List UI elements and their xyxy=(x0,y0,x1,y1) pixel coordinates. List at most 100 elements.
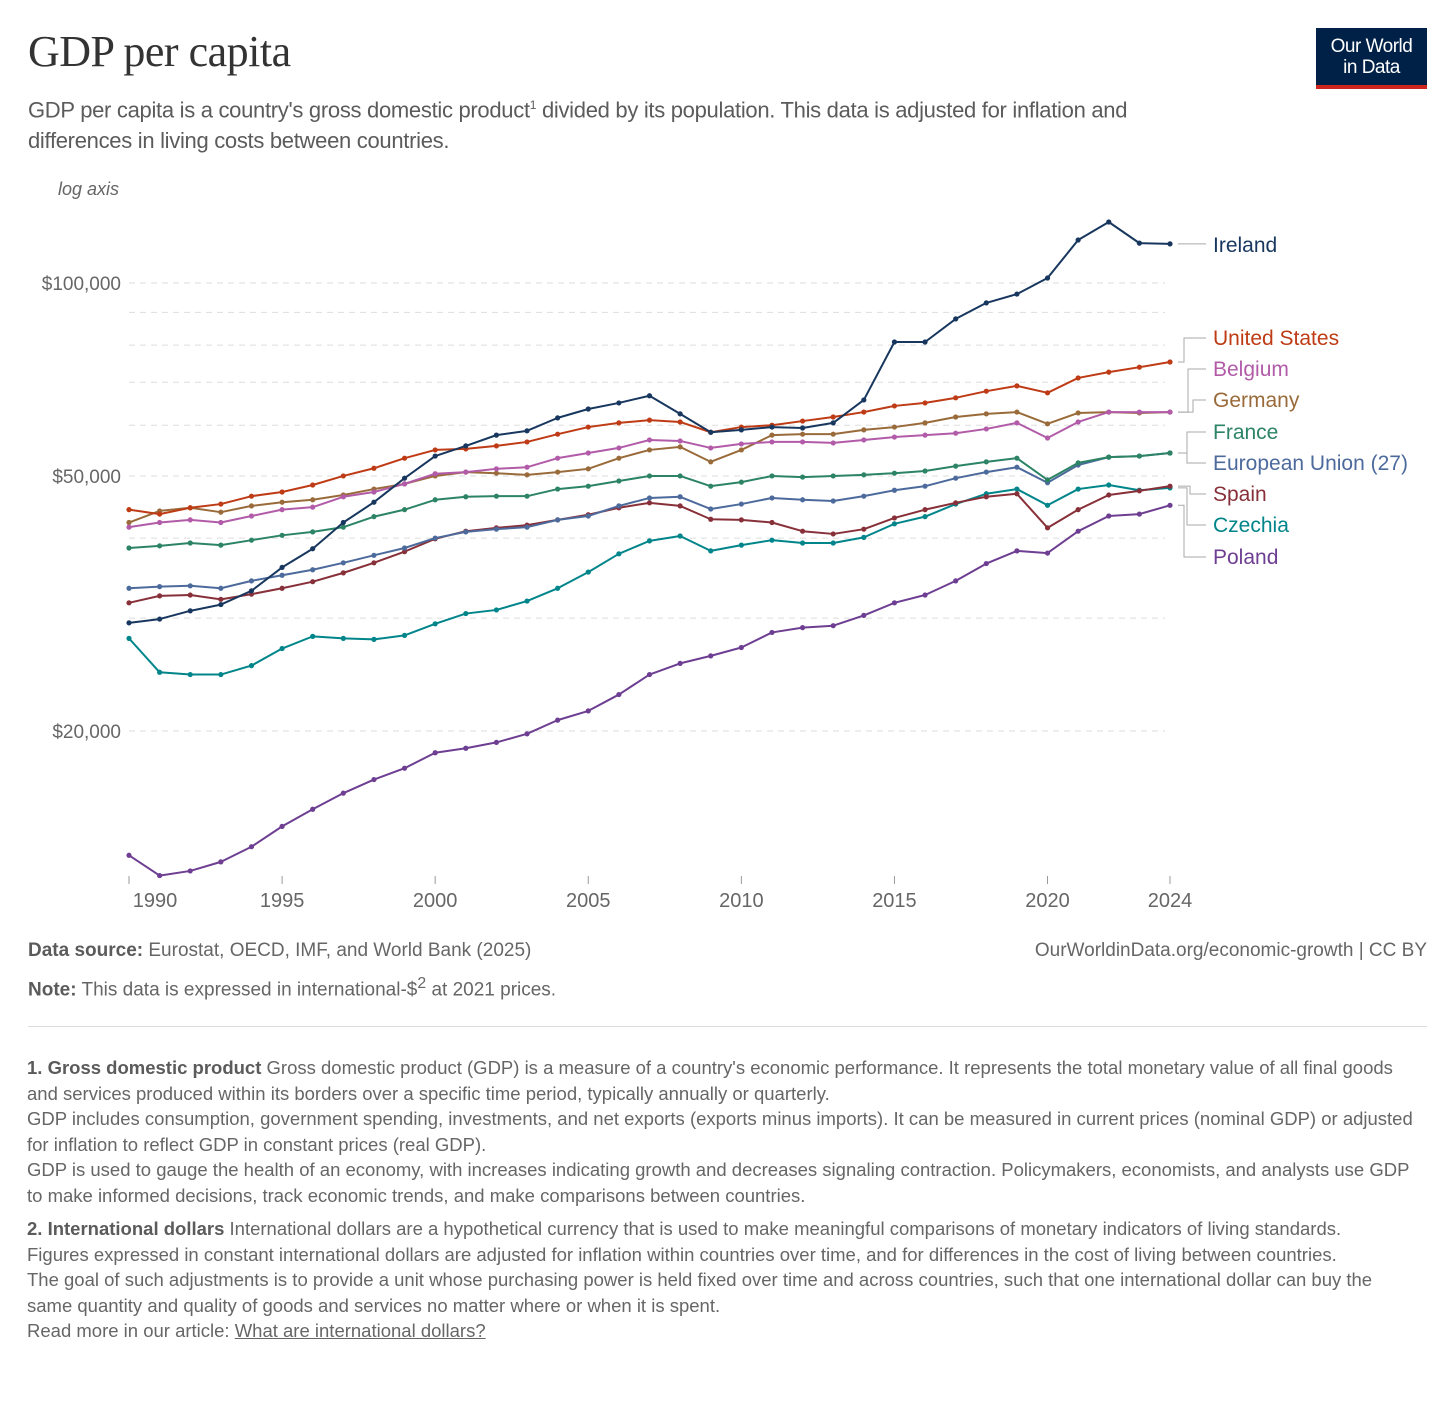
data-point xyxy=(953,463,959,469)
data-point xyxy=(218,542,224,548)
series-label[interactable]: Ireland xyxy=(1213,234,1277,257)
data-point xyxy=(555,415,561,421)
data-point xyxy=(555,585,561,591)
data-point xyxy=(830,440,836,446)
data-point xyxy=(248,578,255,584)
data-point xyxy=(279,489,285,495)
data-point xyxy=(861,526,867,532)
data-point xyxy=(677,533,683,539)
label-connector xyxy=(1178,504,1206,558)
data-point xyxy=(1106,482,1112,488)
owid-logo[interactable]: Our World in Data xyxy=(1316,28,1427,89)
data-point xyxy=(401,481,408,487)
data-point xyxy=(401,765,408,771)
data-point xyxy=(432,497,438,503)
footnote-ref-2[interactable]: 2 xyxy=(417,975,427,992)
data-point xyxy=(187,583,193,589)
series-label[interactable]: Belgium xyxy=(1213,358,1289,381)
license-link[interactable]: OurWorldinData.org/economic-growth | CC … xyxy=(1034,940,1427,961)
data-point xyxy=(126,585,132,591)
data-point xyxy=(1075,528,1081,534)
series-label[interactable]: Germany xyxy=(1213,389,1300,412)
data-point xyxy=(555,717,561,723)
article-link[interactable]: What are international dollars? xyxy=(234,1320,486,1341)
series-ireland xyxy=(126,219,1173,626)
data-point xyxy=(585,424,591,430)
data-point xyxy=(1075,419,1081,425)
data-point xyxy=(279,499,285,505)
data-point xyxy=(371,560,377,566)
data-point xyxy=(432,447,438,453)
data-point xyxy=(1167,241,1173,247)
data-point xyxy=(983,494,989,500)
data-point xyxy=(922,339,928,345)
data-point xyxy=(922,420,928,426)
data-point xyxy=(401,455,408,461)
data-point xyxy=(1167,502,1173,508)
data-point xyxy=(799,431,806,437)
data-point xyxy=(677,494,683,500)
data-point xyxy=(708,506,714,512)
data-point xyxy=(279,532,285,538)
data-point xyxy=(371,552,377,558)
data-point xyxy=(1075,375,1081,381)
data-point xyxy=(524,464,530,470)
data-point xyxy=(218,501,224,507)
data-point xyxy=(922,507,928,513)
data-point xyxy=(616,691,622,698)
series-label[interactable]: Czechia xyxy=(1213,514,1289,537)
data-point xyxy=(830,531,836,537)
data-point xyxy=(524,493,530,499)
data-point xyxy=(1106,409,1112,415)
data-point xyxy=(1167,483,1173,489)
data-point xyxy=(891,424,898,430)
footnote-heading: 2. International dollars xyxy=(27,1218,225,1239)
label-connector xyxy=(1178,487,1206,526)
note: Note: This data is expressed in internat… xyxy=(28,975,556,1001)
data-point xyxy=(891,600,898,606)
source-label: Data source: xyxy=(28,940,144,961)
data-point xyxy=(891,470,898,476)
data-point xyxy=(493,466,500,472)
series-label[interactable]: Poland xyxy=(1213,546,1278,569)
data-point xyxy=(861,472,867,478)
data-point xyxy=(310,806,316,812)
data-point xyxy=(861,427,867,433)
data-point xyxy=(1106,369,1112,375)
data-point xyxy=(830,498,836,504)
x-tick-label: 2024 xyxy=(1148,890,1193,912)
label-connector xyxy=(1178,399,1206,413)
data-point xyxy=(340,635,346,641)
data-point xyxy=(187,505,193,511)
data-point xyxy=(555,517,561,523)
data-point xyxy=(248,662,255,669)
data-point xyxy=(279,564,285,571)
data-point xyxy=(310,504,316,510)
label-connector xyxy=(1178,368,1206,413)
data-point xyxy=(463,529,469,535)
series-label[interactable]: United States xyxy=(1213,327,1339,350)
data-point xyxy=(218,671,224,678)
data-point xyxy=(371,636,377,642)
series-label[interactable]: European Union (27) xyxy=(1213,452,1408,475)
data-point xyxy=(830,623,836,629)
data-point xyxy=(1136,453,1142,459)
data-point xyxy=(310,529,316,535)
data-point xyxy=(340,560,346,566)
series-european-union-27- xyxy=(126,450,1173,591)
data-point xyxy=(830,473,836,479)
gridlines xyxy=(129,282,1165,732)
data-point xyxy=(708,459,714,465)
footnote-ref-1[interactable]: 1 xyxy=(529,98,537,112)
read-more-text: Read more in our article: xyxy=(27,1320,235,1341)
data-point xyxy=(187,592,193,598)
series-line xyxy=(128,411,1170,529)
data-point xyxy=(1167,359,1173,365)
data-point xyxy=(248,493,255,499)
series-label[interactable]: France xyxy=(1213,421,1278,444)
logo-line: Our World xyxy=(1330,36,1413,57)
data-point xyxy=(769,519,775,526)
series-label[interactable]: Spain xyxy=(1213,483,1267,506)
footnote-1: 1. Gross domestic product Gross domestic… xyxy=(27,1055,1417,1208)
footnote-text: Gross domestic product (GDP) is a measur… xyxy=(27,1057,1393,1104)
